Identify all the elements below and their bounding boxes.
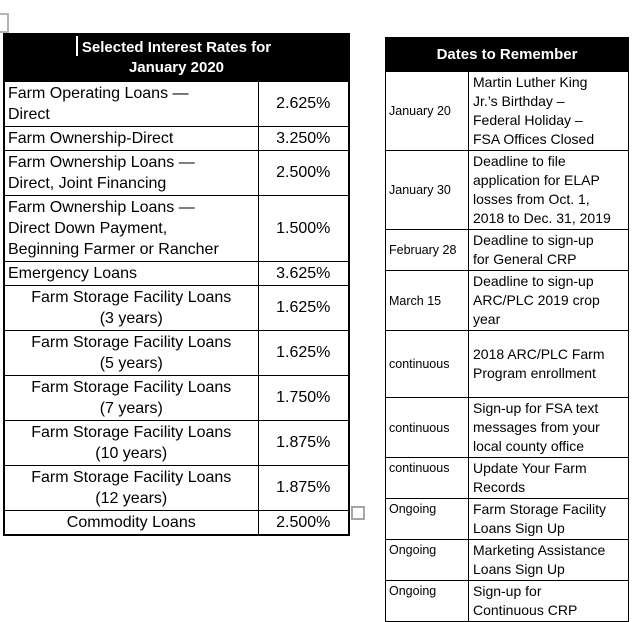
- description-cell: Sign-up for FSA text messages from your …: [467, 397, 630, 458]
- table-row: February 28 Deadline to sign-up for Gene…: [385, 229, 630, 271]
- description-cell: Update Your Farm Records: [467, 457, 630, 499]
- loan-rate: 2.500%: [257, 510, 350, 536]
- loan-name: Farm Operating Loans — Direct: [3, 81, 259, 127]
- date-cell: January 20: [385, 71, 469, 151]
- table-row: continuous Update Your Farm Records: [385, 457, 630, 499]
- table-row: Ongoing Farm Storage Facility Loans Sign…: [385, 498, 630, 540]
- description-cell: Marketing Assistance Loans Sign Up: [467, 539, 630, 581]
- loan-name: Farm Ownership-Direct: [3, 126, 259, 151]
- description-cell: Martin Luther King Jr.’s Birthday – Fede…: [467, 71, 630, 151]
- date-cell: Ongoing: [385, 580, 469, 622]
- loan-name: Farm Storage Facility Loans (3 years): [3, 285, 259, 331]
- loan-name: Farm Ownership Loans — Direct Down Payme…: [3, 195, 259, 262]
- table-row: Ongoing Marketing Assistance Loans Sign …: [385, 539, 630, 581]
- loan-rate: 1.625%: [257, 330, 350, 376]
- table-row: Emergency Loans 3.625%: [3, 261, 350, 286]
- description-cell: Farm Storage Facility Loans Sign Up: [467, 498, 630, 540]
- loan-rate: 1.875%: [257, 465, 350, 511]
- loan-rate: 1.750%: [257, 375, 350, 421]
- dates-to-remember-table: Dates to Remember January 20 Martin Luth…: [384, 37, 630, 622]
- table-row: Farm Storage Facility Loans (3 years) 1.…: [3, 285, 350, 331]
- date-cell: March 15: [385, 270, 469, 331]
- dates-table-title: Dates to Remember: [384, 37, 630, 72]
- loan-rate: 3.625%: [257, 261, 350, 286]
- description-cell: 2018 ARC/PLC Farm Program enrollment: [467, 330, 630, 398]
- table-row: Farm Ownership-Direct 3.250%: [3, 126, 350, 151]
- interest-rates-table: Selected Interest Rates for January 2020…: [3, 33, 350, 536]
- table-row: continuous 2018 ARC/PLC Farm Program enr…: [385, 330, 630, 398]
- table-row: Commodity Loans 2.500%: [3, 510, 350, 536]
- table-resize-handle[interactable]: [351, 506, 365, 520]
- interest-table-title: Selected Interest Rates for January 2020: [3, 33, 350, 82]
- loan-rate: 2.500%: [257, 150, 350, 196]
- date-cell: Ongoing: [385, 498, 469, 540]
- table-row: January 30 Deadline to file application …: [385, 150, 630, 230]
- date-cell: Ongoing: [385, 539, 469, 581]
- table-row: Farm Storage Facility Loans (7 years) 1.…: [3, 375, 350, 421]
- table-header-row: Dates to Remember: [384, 37, 630, 72]
- table-row: Farm Storage Facility Loans (5 years) 1.…: [3, 330, 350, 376]
- table-row: continuous Sign-up for FSA text messages…: [385, 397, 630, 458]
- table-row: January 20 Martin Luther King Jr.’s Birt…: [385, 71, 630, 151]
- description-cell: Deadline to sign-up for General CRP: [467, 229, 630, 271]
- loan-rate: 1.625%: [257, 285, 350, 331]
- loan-name: Farm Storage Facility Loans (5 years): [3, 330, 259, 376]
- description-cell: Deadline to file application for ELAP lo…: [467, 150, 630, 230]
- description-cell: Sign-up for Continuous CRP: [467, 580, 630, 622]
- loan-name: Farm Storage Facility Loans (12 years): [3, 465, 259, 511]
- table-row: Ongoing Sign-up for Continuous CRP: [385, 580, 630, 622]
- loan-name: Emergency Loans: [3, 261, 259, 286]
- date-cell: continuous: [385, 457, 469, 499]
- loan-rate: 3.250%: [257, 126, 350, 151]
- description-cell: Deadline to sign-up ARC/PLC 2019 crop ye…: [467, 270, 630, 331]
- table-row: Farm Ownership Loans — Direct Down Payme…: [3, 195, 350, 262]
- table-row: Farm Ownership Loans — Direct, Joint Fin…: [3, 150, 350, 196]
- loan-rate: 2.625%: [257, 81, 350, 127]
- table-move-handle[interactable]: [0, 13, 9, 33]
- text-caret: [76, 36, 78, 56]
- loan-name: Farm Storage Facility Loans (10 years): [3, 420, 259, 466]
- date-cell: January 30: [385, 150, 469, 230]
- date-cell: February 28: [385, 229, 469, 271]
- loan-rate: 1.875%: [257, 420, 350, 466]
- date-cell: continuous: [385, 397, 469, 458]
- date-cell: continuous: [385, 330, 469, 398]
- loan-name: Commodity Loans: [3, 510, 259, 536]
- loan-name: Farm Ownership Loans — Direct, Joint Fin…: [3, 150, 259, 196]
- loan-rate: 1.500%: [257, 195, 350, 262]
- loan-name: Farm Storage Facility Loans (7 years): [3, 375, 259, 421]
- table-header-row: Selected Interest Rates for January 2020: [3, 33, 350, 82]
- table-row: March 15 Deadline to sign-up ARC/PLC 201…: [385, 270, 630, 331]
- table-row: Farm Storage Facility Loans (10 years) 1…: [3, 420, 350, 466]
- table-row: Farm Operating Loans — Direct 2.625%: [3, 81, 350, 127]
- table-row: Farm Storage Facility Loans (12 years) 1…: [3, 465, 350, 511]
